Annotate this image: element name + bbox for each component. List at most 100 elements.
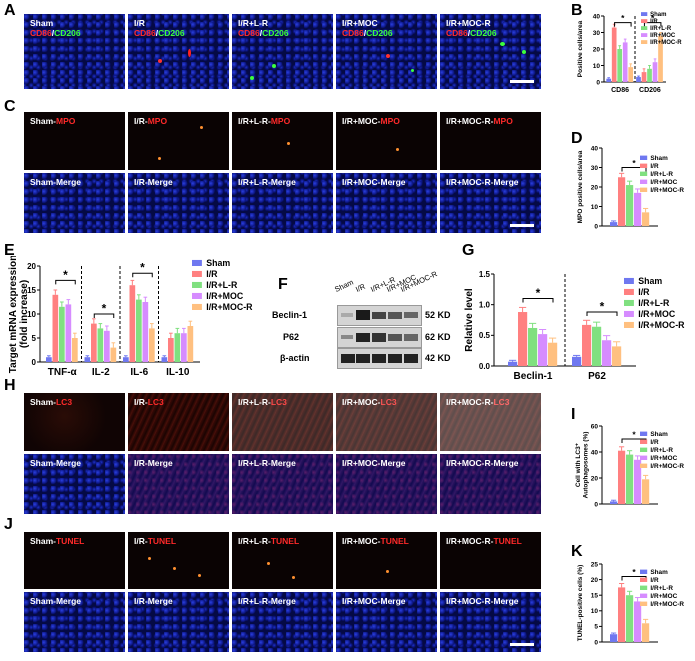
bar [538,334,548,366]
y-tick-label: 0 [32,358,37,367]
legend-swatch [640,187,648,192]
micrograph-j-ir-tunel: I/R-TUNEL [128,532,229,589]
micrograph-j-mocr-tunel: I/R+MOC-R-TUNEL [440,532,541,589]
micrograph-h-moc-lc3: I/R+MOC-LC3 [336,393,437,451]
micrograph-j-lr-merge: I/R+L-R-Merge [232,592,333,652]
legend-swatch [641,33,648,37]
bar [642,212,650,226]
y-tick-label: 20 [591,577,599,584]
bar [136,299,142,362]
green-spot [250,76,254,80]
mpo-spot [396,148,399,151]
bar [634,459,642,504]
bar [610,634,618,642]
legend-swatch [624,277,634,284]
category-label: P62 [588,371,606,380]
category-label: IL-10 [166,367,190,378]
bar [181,333,187,362]
micrograph-h-sham-lc3: Sham-LC3 [24,393,125,451]
legend-label: Sham [650,569,668,576]
y-tick-label: 10 [591,608,599,615]
bar [59,306,65,362]
panel-label-k: K [571,543,583,560]
legend-swatch [192,303,202,310]
legend-swatch [640,163,648,168]
micrograph-h-sham-merge: Sham-Merge [24,454,125,514]
band-label: Beclin-1 [272,310,308,320]
y-axis-label: TUNEL-positive cells (%) [577,565,584,642]
micrograph-j-sham-tunel: Sham-TUNEL [24,532,125,589]
legend-swatch [192,259,202,266]
legend-swatch [192,270,202,277]
kd-label: 62 KD [425,332,451,342]
significance-bracket [586,311,618,317]
significance-star: * [632,158,636,168]
micrograph-c-sham-mpo: Sham-MPO [24,112,125,170]
significance-bracket [522,298,554,303]
significance-star: * [140,261,145,275]
panel-label-c: C [4,98,16,115]
bar [548,342,558,366]
legend-label: I/R+MOC [650,593,677,600]
micrograph-c-mocr-merge: I/R+MOC-R-Merge [440,173,541,233]
band-label: β-actin [280,353,310,363]
micrograph-c-ir-merge: I/R-Merge [128,173,229,233]
y-tick-label: 20 [591,475,599,482]
bar [168,338,174,362]
y-tick-label: 0 [594,639,598,646]
legend-swatch [641,40,648,44]
legend-swatch [640,455,648,460]
y-tick-label: 30 [591,165,599,172]
panel-label-h: H [4,377,16,394]
panel-label-a: A [4,2,16,19]
significance-bracket [132,272,153,278]
bar [628,67,634,82]
y-tick-label: 15 [591,592,599,599]
y-tick-label: 5 [594,624,598,631]
legend-label: I/R+L-R [650,585,673,592]
significance-star: * [536,286,541,300]
bar [129,285,136,362]
legend-label: I/R+L-R [650,447,673,454]
panel-label-j: J [4,516,13,533]
legend-label: I/R [650,577,659,584]
y-axis-label: Target mRNA expression [8,256,19,373]
legend-swatch [641,12,648,16]
tile-label: I/R+L-R CD86/CD206 [238,18,289,38]
panel-label-f: F [278,276,288,293]
tile-label: I/R+MOC-R CD86/CD206 [446,18,497,38]
legend-swatch [192,292,202,299]
bar [84,357,91,362]
red-spot [386,54,390,58]
bar [626,185,634,226]
bar [634,192,642,226]
micrograph-a-sham: Sham CD86/CD206 [24,14,125,89]
micrograph-a-mocr: I/R+MOC-R CD86/CD206 [440,14,541,89]
micrograph-c-lr-merge: I/R+L-R-Merge [232,173,333,233]
scale-bar [510,80,534,83]
y-tick-label: 0 [596,79,600,86]
bar [142,302,149,362]
legend-label: I/R+MOC [650,33,676,39]
legend-label: Sham [650,155,668,162]
bar [647,68,652,82]
legend-swatch [640,439,648,444]
legend-swatch [640,463,648,468]
bar [622,42,628,82]
significance-bracket [55,279,76,285]
bar [52,294,59,362]
y-tick-label: 15 [27,286,36,295]
legend-label: I/R+MOC-R [638,320,685,330]
significance-bracket [643,22,662,27]
bar [123,357,129,362]
green-spot [522,50,526,54]
blot-p62 [337,327,422,348]
chart-g: 0.0 0.5 1.0 1.5 Relative level Beclin-1 P62 * * S… [464,270,685,380]
legend-label: I/R+L-R [206,280,238,290]
micrograph-h-ir-lc3: I/R-LC3 [128,393,229,451]
y-axis-label: Autophagosomes (%) [583,432,590,499]
bar [618,177,626,226]
y-tick-label: 60 [591,423,599,430]
micrograph-h-lr-lc3: I/R+L-R-LC3 [232,393,333,451]
